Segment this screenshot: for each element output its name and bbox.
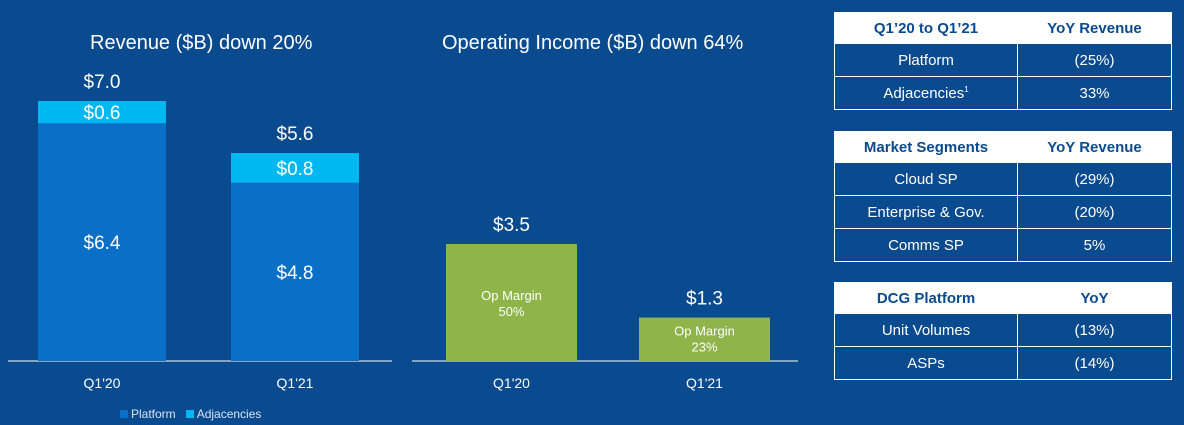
- table-row: Comms SP 5%: [834, 228, 1172, 262]
- revenue-chart: $6.4 $0.6 $7.0 Q1'20 $4.8 $0.8 $5.6 Q1'21: [8, 72, 392, 391]
- revenue-bar-adjacencies-1: [231, 153, 359, 183]
- table-cell: (29%): [1017, 162, 1172, 196]
- revenue-data-label: $0.8: [277, 159, 314, 180]
- table-cell: Unit Volumes: [834, 313, 1018, 347]
- table-header: YoY Revenue: [1017, 131, 1172, 163]
- table-row: Unit Volumes (13%): [834, 313, 1172, 347]
- dcg-platform-table: DCG Platform YoY Unit Volumes (13%) ASPs…: [834, 282, 1172, 380]
- table-cell: 5%: [1017, 228, 1172, 262]
- revenue-legend: Platform Adjacencies: [120, 407, 261, 421]
- op-margin-label: Op Margin: [674, 324, 735, 339]
- revenue-total-label: $5.6: [277, 124, 314, 145]
- operating-income-value-label: $1.3: [686, 289, 723, 310]
- table-cell: Enterprise & Gov.: [834, 195, 1018, 229]
- op-margin-label: Op Margin: [481, 288, 542, 303]
- table-header: YoY: [1017, 282, 1172, 314]
- legend-label-platform: Platform: [131, 407, 176, 421]
- table-cell: (20%): [1017, 195, 1172, 229]
- table-cell: 33%: [1017, 76, 1172, 110]
- operating-income-bar-1: [639, 317, 770, 361]
- operating-income-chart-title: Operating Income ($B) down 64%: [442, 32, 744, 54]
- revenue-data-label: $6.4: [84, 233, 121, 254]
- table-header-row: Q1’20 to Q1’21 YoY Revenue: [834, 12, 1172, 44]
- legend-label-adjacencies: Adjacencies: [196, 407, 262, 421]
- revenue-bar-platform-0: [38, 123, 166, 361]
- yoy-revenue-table: Q1’20 to Q1’21 YoY Revenue Platform (25%…: [834, 12, 1172, 110]
- table-row: Platform (25%): [834, 43, 1172, 77]
- table-header: DCG Platform: [834, 282, 1018, 314]
- legend-swatch-adjacencies: [185, 410, 194, 418]
- table-header-row: Market Segments YoY Revenue: [834, 131, 1172, 163]
- table-cell: (13%): [1017, 313, 1172, 347]
- table-cell: (25%): [1017, 43, 1172, 77]
- table-cell: (14%): [1017, 346, 1172, 380]
- revenue-data-label: $0.6: [84, 103, 121, 124]
- table-cell: ASPs: [834, 346, 1018, 380]
- table-cell: Platform: [834, 43, 1018, 77]
- revenue-total-label: $7.0: [84, 72, 121, 93]
- revenue-tick-label: Q1'21: [277, 375, 314, 391]
- table-header: YoY Revenue: [1017, 12, 1172, 44]
- table-row: Adjacencies1 33%: [834, 76, 1172, 110]
- market-segments-table: Market Segments YoY Revenue Cloud SP (29…: [834, 131, 1172, 262]
- legend-swatch-platform: [120, 410, 128, 418]
- legend-item-platform: Platform: [120, 407, 176, 421]
- revenue-bar-platform-1: [231, 182, 359, 361]
- op-margin-value: 50%: [498, 304, 524, 319]
- operating-income-value-label: $3.5: [493, 215, 530, 236]
- table-cell: Cloud SP: [834, 162, 1018, 196]
- revenue-data-label: $4.8: [277, 263, 314, 284]
- legend-item-adjacencies: Adjacencies: [185, 407, 262, 421]
- revenue-bar-adjacencies-0: [38, 101, 166, 124]
- table-cell: Adjacencies1: [834, 76, 1018, 110]
- table-header-row: DCG Platform YoY: [834, 282, 1172, 314]
- table-row: Enterprise & Gov. (20%): [834, 195, 1172, 229]
- table-header: Market Segments: [834, 131, 1018, 163]
- table-row: Cloud SP (29%): [834, 162, 1172, 196]
- footnote-marker: 1: [964, 84, 969, 94]
- operating-income-bar-0: [446, 243, 577, 361]
- table-row: ASPs (14%): [834, 346, 1172, 380]
- table-cell-text: Adjacencies: [883, 84, 965, 102]
- table-cell: Comms SP: [834, 228, 1018, 262]
- op-margin-value: 23%: [691, 340, 717, 355]
- table-header: Q1’20 to Q1’21: [834, 12, 1018, 44]
- revenue-chart-title: Revenue ($B) down 20%: [90, 32, 313, 54]
- revenue-tick-label: Q1'20: [84, 375, 121, 391]
- operating-income-tick-label: Q1'21: [686, 375, 723, 391]
- operating-income-tick-label: Q1'20: [493, 375, 530, 391]
